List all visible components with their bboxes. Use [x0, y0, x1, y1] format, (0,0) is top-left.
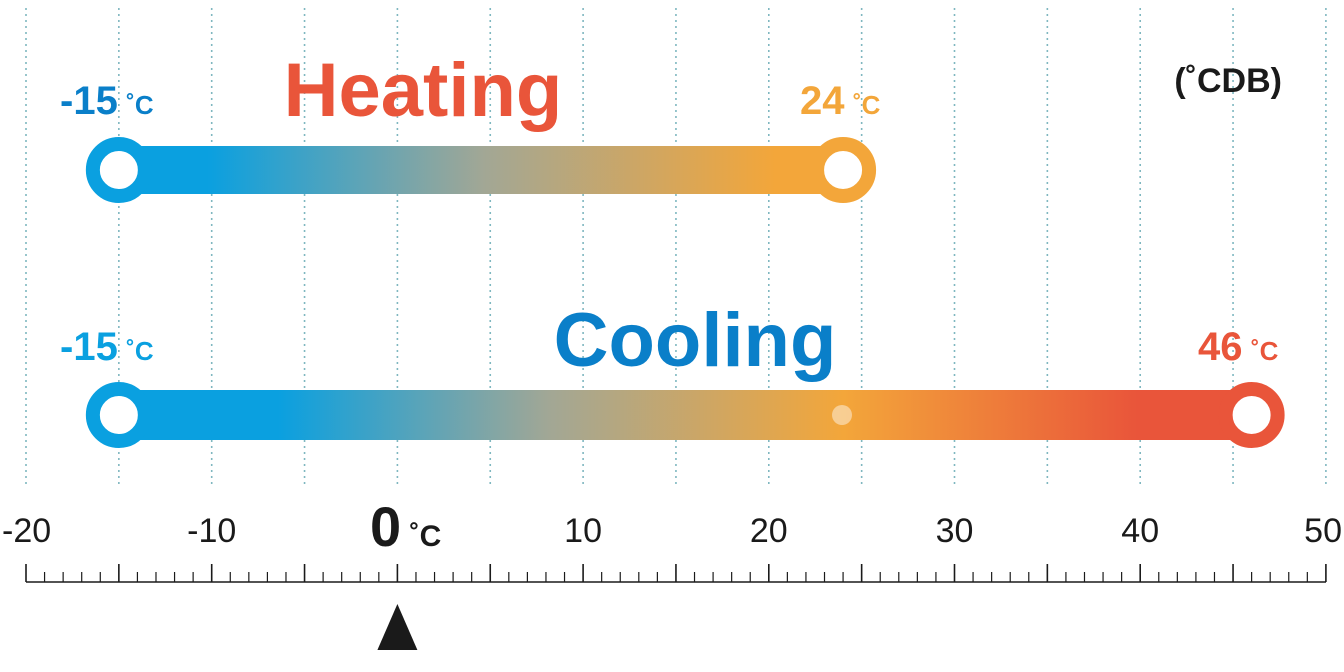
- cooling-title: Cooling: [554, 298, 837, 383]
- cooling-max-unit: ˚C: [1251, 336, 1279, 366]
- axis-tick-label: 20: [750, 512, 788, 550]
- cooling-min-unit: ˚C: [126, 336, 154, 366]
- axis-tick-marks: [25, 564, 1327, 582]
- heating-max-value: 24: [800, 79, 845, 123]
- axis-tick-label: 10: [564, 512, 602, 550]
- axis-tick-label: 40: [1121, 512, 1159, 550]
- cooling-range: Cooling -15 ˚C 46 ˚C: [60, 298, 1285, 448]
- axis-tick-label: 50: [1304, 512, 1342, 550]
- cooling-end-endpoint: [1218, 382, 1285, 448]
- axis-tick-label: -20: [2, 512, 51, 550]
- axis-tick-label: -10: [187, 512, 236, 550]
- heating-max-unit: ˚C: [853, 90, 881, 120]
- zero-pointer-triangle-icon: [377, 604, 418, 650]
- cooling-min-label: -15 ˚C: [60, 325, 154, 369]
- heating-max-label: 24 ˚C: [800, 79, 881, 123]
- cooling-gradient-bar: [118, 390, 1252, 440]
- vertical-gridlines: [25, 8, 1327, 488]
- cooling-min-value: -15: [60, 325, 118, 369]
- axis-tick-label: 30: [936, 512, 974, 550]
- zero-label-unit: ˚C: [410, 520, 442, 553]
- cooling-max-label: 46 ˚C: [1198, 325, 1279, 369]
- cooling-bar-highlight-dot: [832, 405, 852, 425]
- axis-tick-labels: -20 -10 10 20 30 40 50: [2, 512, 1342, 550]
- heating-min-label: -15 ˚C: [60, 79, 154, 123]
- heating-range: Heating -15 ˚C 24 ˚C: [60, 48, 881, 203]
- heating-gradient-bar: [118, 146, 844, 194]
- cooling-max-value: 46: [1198, 325, 1243, 369]
- heating-min-unit: ˚C: [126, 90, 154, 120]
- heating-min-value: -15: [60, 79, 118, 123]
- temperature-axis: -20 -10 10 20 30 40 50 0 ˚C: [2, 495, 1342, 650]
- heating-start-endpoint: [85, 137, 152, 203]
- zero-label: 0 ˚C: [370, 495, 441, 558]
- heating-end-endpoint: [810, 137, 877, 203]
- zero-label-value: 0: [370, 495, 401, 558]
- unit-label: (˚CDB): [1174, 62, 1282, 100]
- heating-title: Heating: [284, 48, 563, 133]
- cooling-start-endpoint: [85, 382, 152, 448]
